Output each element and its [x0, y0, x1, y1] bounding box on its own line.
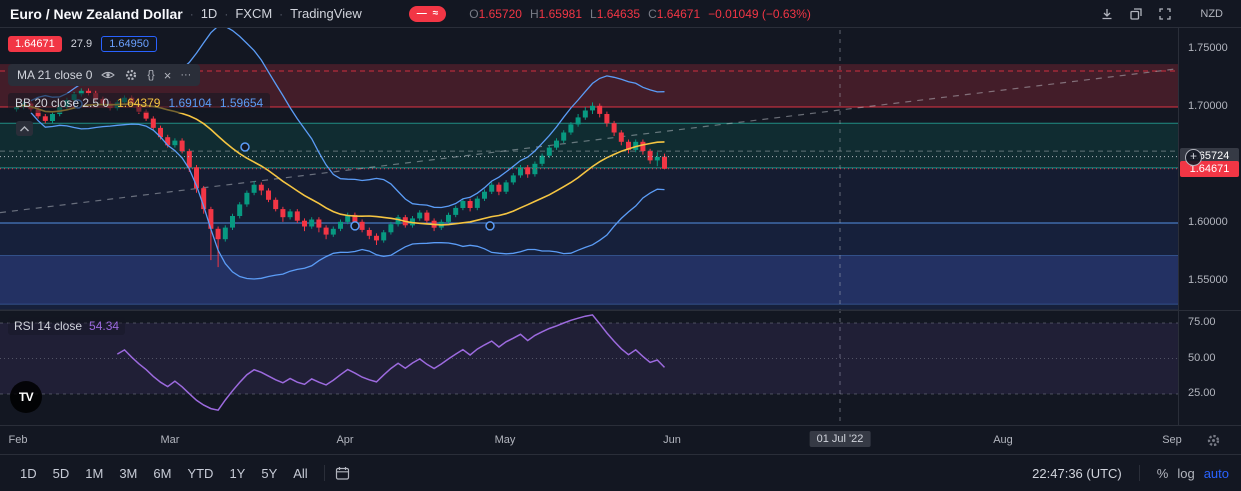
eye-icon[interactable] [101, 70, 116, 80]
range-button-6m[interactable]: 6M [153, 465, 172, 481]
top-toolbar: Euro / New Zealand Dollar · 1D · FXCM · … [0, 0, 1241, 28]
range-button-5d[interactable]: 5D [52, 465, 70, 481]
close-value: 1.64671 [656, 6, 701, 21]
open-label: O [469, 6, 479, 21]
bb-lower-line[interactable] [30, 112, 665, 280]
separator-dot: · [189, 6, 194, 21]
separator-dot: · [224, 6, 229, 21]
close-label: C [648, 6, 657, 21]
auto-scale-button[interactable]: auto [1203, 465, 1229, 481]
price-tick-label: 1.70000 [1188, 100, 1228, 112]
open-window-icon[interactable] [1126, 4, 1146, 24]
main-chart[interactable] [0, 28, 1178, 425]
high-value: 1.65981 [538, 6, 583, 21]
high-label: H [529, 6, 539, 21]
change-value: −0.01049 (−0.63%) [708, 6, 811, 21]
time-tick-label: Aug [993, 434, 1013, 446]
bb-basis-value: 1.64379 [117, 96, 161, 110]
blue-zone-low [0, 304, 1178, 310]
dash-icon: — [416, 8, 427, 19]
range-button-5y[interactable]: 5Y [261, 465, 278, 481]
interval-button[interactable]: 1D [200, 6, 218, 21]
rsi-tick-label: 50.00 [1188, 352, 1216, 364]
rsi-tick-label: 75.00 [1188, 316, 1216, 328]
bottom-toolbar: 1D 5D 1M 3M 6M YTD 1Y 5Y All 22:47:36 (UTC) % lo… [0, 454, 1241, 491]
low-label: L [590, 6, 597, 21]
price-axis[interactable]: 1.75000 1.70000 1.60000 1.55000 75.00 50.00 25… [1178, 28, 1241, 425]
time-tick-label-selected: 01 Jul '22 [809, 431, 871, 447]
open-value: 1.65720 [478, 6, 522, 21]
range-button-all[interactable]: All [293, 465, 308, 481]
symbol-title[interactable]: Euro / New Zealand Dollar [10, 5, 183, 22]
remove-indicator-icon[interactable]: × [163, 67, 172, 83]
utc-clock[interactable]: 22:47:36 (UTC) [1032, 465, 1122, 481]
time-tick-label: Feb [8, 434, 28, 446]
range-button-ytd[interactable]: YTD [187, 465, 214, 481]
time-tick-label: Sep [1162, 434, 1182, 446]
range-button-1d[interactable]: 1D [20, 465, 37, 481]
go-to-date-calendar-icon[interactable] [333, 463, 353, 483]
last-price-flag[interactable]: 1.64671 [8, 36, 62, 52]
time-tick-label: Mar [160, 434, 180, 446]
time-tick-label: Apr [336, 434, 354, 446]
value-zone-green [0, 123, 1178, 168]
range-button-1y[interactable]: 1Y [229, 465, 246, 481]
blue-zone-upper [0, 167, 1178, 223]
rsi-value: 54.34 [89, 319, 120, 333]
blue-zone-mid [0, 223, 1178, 256]
percent-scale-button[interactable]: % [1156, 465, 1169, 481]
fullscreen-icon[interactable] [1155, 4, 1175, 24]
candles-layer [14, 88, 667, 268]
spread-value: 27.9 [70, 38, 93, 50]
low-value: 1.64635 [596, 6, 641, 21]
price-tick-label: 1.60000 [1188, 216, 1228, 228]
tradingview-logo[interactable]: TV [10, 381, 42, 413]
time-tick-label: May [494, 434, 516, 446]
add-alert-plus-icon[interactable]: + [1185, 149, 1202, 166]
ma-indicator-title: MA 21 close 0 [17, 68, 93, 82]
range-button-1m[interactable]: 1M [85, 465, 104, 481]
toolbar-divider [323, 465, 325, 481]
brand-label: TradingView [290, 6, 362, 21]
toolbar-divider [1138, 465, 1140, 481]
rsi-band-fill [0, 323, 1178, 394]
rsi-line[interactable] [116, 314, 666, 412]
range-button-3m[interactable]: 3M [119, 465, 138, 481]
rsi-indicator-title: RSI 14 close [14, 319, 83, 333]
rsi-indicator-row[interactable]: RSI 14 close 54.34 [8, 317, 126, 335]
exchange-label: FXCM [235, 6, 273, 21]
market-status-pill[interactable]: — ≈ [408, 5, 447, 22]
ma-indicator-row[interactable]: MA 21 close 0 {} × ··· [8, 64, 201, 86]
alert-price-flag[interactable]: 1.64950 [101, 36, 157, 52]
bb-upper-value: 1.69104 [168, 96, 212, 110]
quote-currency-label: NZD [1200, 7, 1223, 20]
download-icon[interactable] [1097, 4, 1117, 24]
bb-lower-value: 1.59654 [219, 96, 264, 110]
more-options-icon[interactable]: ··· [180, 68, 192, 81]
price-tick-label: 1.75000 [1188, 42, 1228, 54]
collapse-legend-button[interactable] [16, 121, 33, 136]
separator-dot: · [279, 6, 284, 21]
ohlc-readout: O1.65720 H1.65981 L1.64635 C1.64671 −0.0… [469, 7, 811, 21]
price-zones [0, 64, 1178, 310]
time-axis[interactable]: Feb Mar Apr May Jun 01 Jul '22 Aug Sep [0, 425, 1241, 454]
axis-settings-gear-icon[interactable] [1205, 432, 1222, 449]
rsi-tick-label: 25.00 [1188, 387, 1216, 399]
price-tick-label: 1.55000 [1188, 274, 1228, 286]
bb-indicator-row[interactable]: BB 20 close 2.5 0 1.64379 1.69104 1.5965… [8, 93, 271, 113]
pane-separator[interactable] [0, 310, 1241, 311]
support-band-navy [0, 255, 1178, 305]
bb-indicator-title: BB 20 close 2.5 0 [15, 96, 110, 110]
wave-icon: ≈ [432, 8, 439, 19]
source-code-icon[interactable]: {} [147, 68, 155, 81]
log-scale-button[interactable]: log [1177, 465, 1195, 481]
time-tick-label: Jun [663, 434, 681, 446]
settings-gear-icon[interactable] [124, 68, 138, 82]
